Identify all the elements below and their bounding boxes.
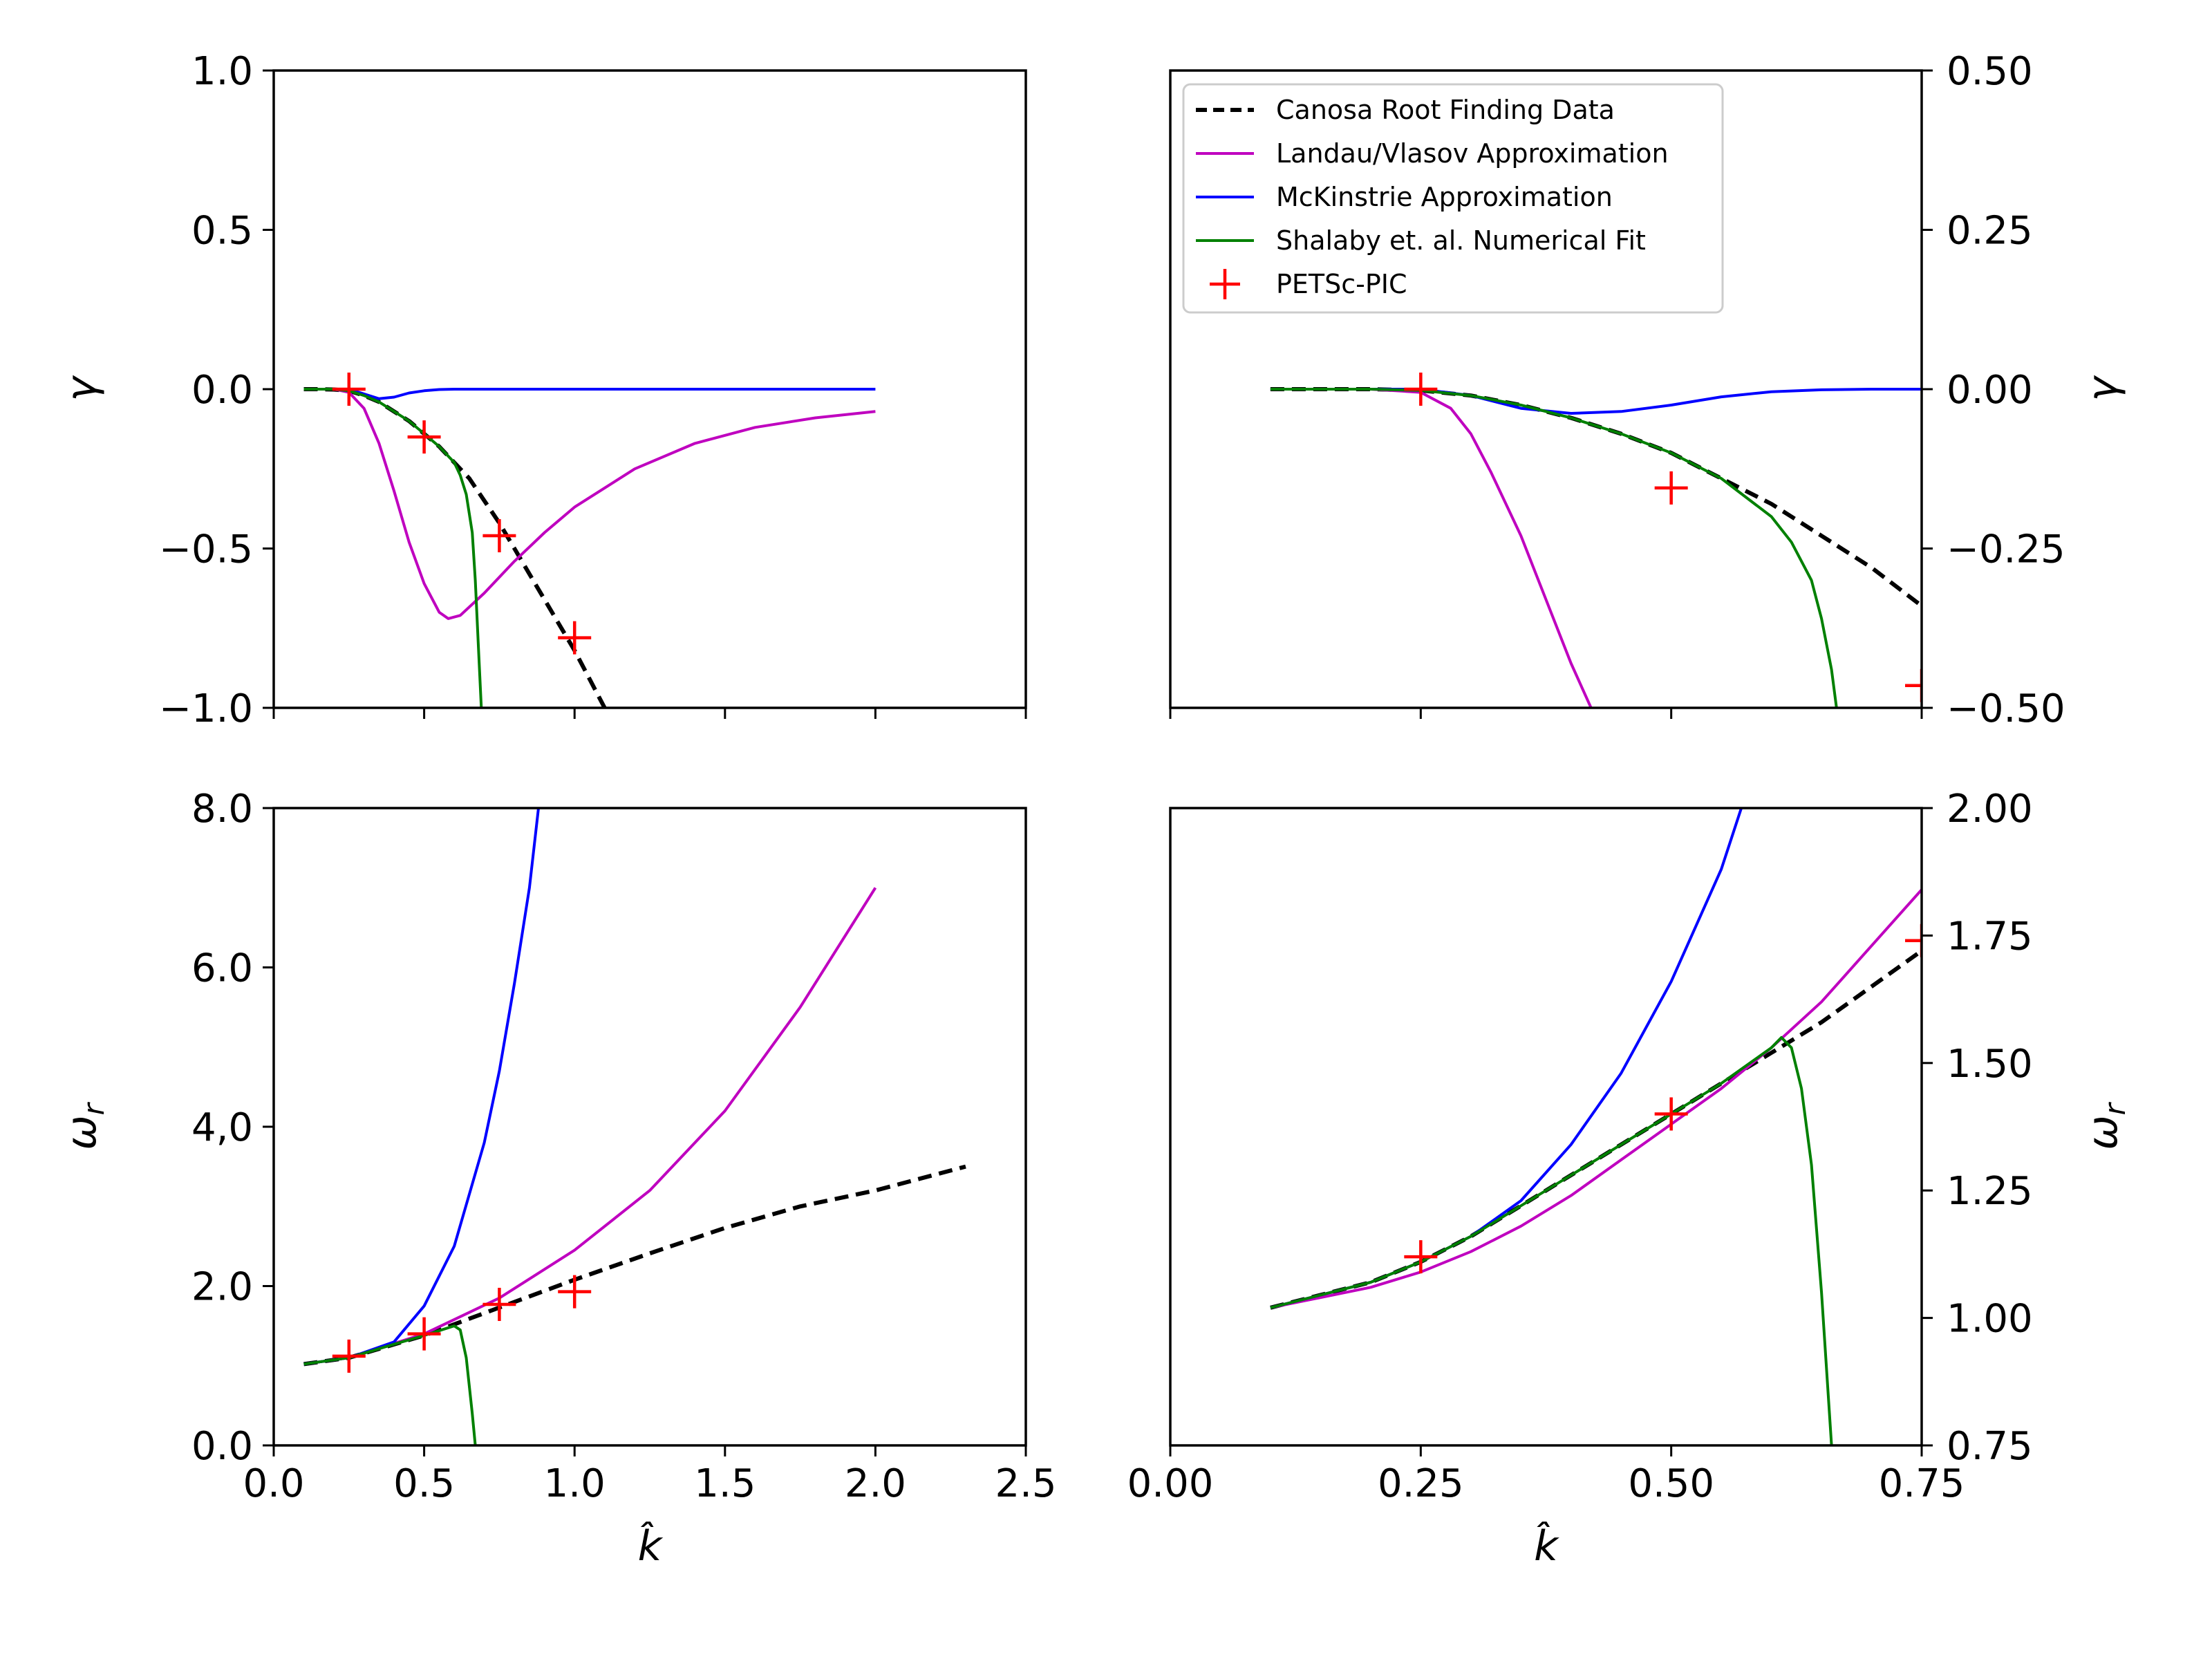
- y-tick-label: 0.0: [191, 1424, 253, 1469]
- x-tick-label: 0.25: [1378, 1461, 1464, 1506]
- y-axis-label: γ: [2079, 375, 2127, 402]
- figure-background: [0, 0, 2212, 1659]
- x-tick-label: 0.50: [1628, 1461, 1714, 1506]
- y-tick-label: 0.25: [1947, 209, 2033, 254]
- x-tick-label: 0.5: [393, 1461, 455, 1506]
- y-tick-label: 0.75: [1947, 1424, 2033, 1469]
- y-tick-label: 8.0: [191, 787, 253, 832]
- y-tick-label: 1.00: [1947, 1297, 2033, 1342]
- y-tick-label: −0.5: [159, 527, 253, 572]
- y-tick-label: 2.00: [1947, 787, 2033, 832]
- y-tick-label: 1.0: [191, 49, 253, 94]
- legend: Canosa Root Finding Data Landau/Vlasov Ap…: [1183, 84, 1723, 312]
- y-axis-label: γ: [57, 375, 106, 402]
- legend-label: PETSc-PIC: [1276, 269, 1407, 299]
- y-tick-label: −0.50: [1947, 686, 2065, 731]
- y-tick-label: 1.25: [1947, 1169, 2033, 1214]
- x-tick-label: 2.5: [995, 1461, 1056, 1506]
- legend-label: Canosa Root Finding Data: [1276, 95, 1615, 125]
- y-tick-label: 0.0: [191, 368, 253, 413]
- legend-label: McKinstrie Approximation: [1276, 182, 1613, 212]
- x-tick-label: 2.0: [845, 1461, 906, 1506]
- y-tick-label: 0.50: [1947, 49, 2033, 94]
- y-tick-label: 4,0: [191, 1105, 253, 1150]
- y-tick-label: 0.5: [191, 209, 253, 254]
- legend-label: Shalaby et. al. Numerical Fit: [1276, 225, 1646, 256]
- y-tick-label: −0.25: [1947, 527, 2065, 572]
- y-tick-label: 2.0: [191, 1265, 253, 1310]
- x-tick-label: 1.0: [544, 1461, 606, 1506]
- x-tick-label: 1.5: [694, 1461, 756, 1506]
- y-tick-label: 6.0: [191, 946, 253, 991]
- y-tick-label: −1.0: [159, 686, 253, 731]
- figure: −1.0−0.50.00.51.0γ−0.50−0.250.000.250.50…: [0, 0, 2212, 1659]
- y-tick-label: 0.00: [1947, 368, 2033, 413]
- x-axis-label: k̂: [638, 1521, 664, 1571]
- x-axis-label: k̂: [1534, 1521, 1559, 1571]
- x-tick-label: 0.00: [1127, 1461, 1214, 1506]
- y-tick-label: 1.50: [1947, 1042, 2033, 1087]
- y-tick-label: 1.75: [1947, 914, 2033, 959]
- legend-label: Landau/Vlasov Approximation: [1276, 138, 1669, 169]
